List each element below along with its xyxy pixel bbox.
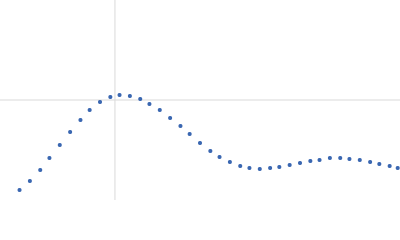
data-point xyxy=(338,156,343,160)
data-point xyxy=(157,108,162,112)
data-point xyxy=(187,132,192,136)
data-point xyxy=(317,158,322,162)
data-point xyxy=(198,141,202,145)
data-point xyxy=(38,168,43,172)
data-point xyxy=(387,164,392,168)
data-point xyxy=(247,166,252,170)
data-point xyxy=(238,164,243,168)
data-point xyxy=(68,130,73,134)
page: {"chart_data": {"type": "scatter", "x": … xyxy=(0,0,400,200)
data-point xyxy=(127,94,132,98)
data-point xyxy=(268,166,273,170)
data-point xyxy=(78,118,83,122)
data-point xyxy=(368,160,373,164)
data-point xyxy=(47,156,52,160)
data-point xyxy=(17,188,22,192)
data-point xyxy=(27,179,32,183)
data-point xyxy=(277,165,282,169)
data-point xyxy=(147,102,152,106)
data-point xyxy=(208,149,213,153)
data-point xyxy=(217,155,222,159)
data-point xyxy=(87,108,92,112)
data-point xyxy=(327,156,332,160)
data-point xyxy=(357,158,362,162)
data-point xyxy=(117,93,122,97)
chart xyxy=(0,0,400,200)
data-point xyxy=(298,161,302,165)
data-point xyxy=(178,124,183,128)
data-point xyxy=(395,166,400,170)
data-point xyxy=(98,100,102,104)
data-point xyxy=(257,167,262,171)
data-point xyxy=(347,157,352,161)
data-point xyxy=(377,162,382,166)
data-point xyxy=(138,97,143,101)
data-point xyxy=(308,159,313,163)
data-point xyxy=(287,163,292,167)
data-point xyxy=(168,116,173,120)
data-point xyxy=(227,160,232,164)
data-point xyxy=(108,95,113,99)
data-point xyxy=(57,143,62,147)
